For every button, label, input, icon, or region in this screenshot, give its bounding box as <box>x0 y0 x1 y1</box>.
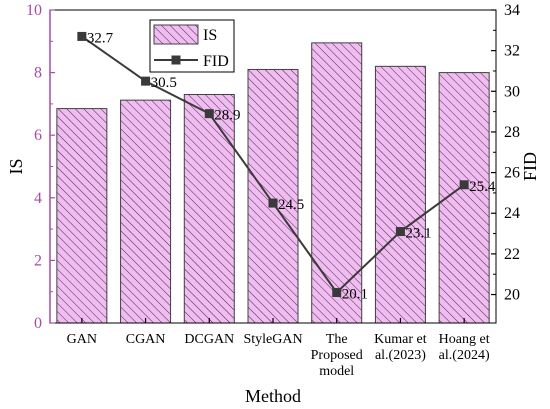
right-tick-label: 32 <box>504 43 520 60</box>
is-bars <box>56 42 490 324</box>
is-bar <box>120 99 172 324</box>
x-tick-label: Kumar et al.(2023) <box>374 332 427 363</box>
fid-data-label: 25.4 <box>469 179 496 195</box>
left-tick-label: 8 <box>34 65 42 82</box>
fid-data-label: 30.5 <box>151 75 177 91</box>
fid-marker <box>204 109 214 119</box>
left-tick-label: 6 <box>34 127 42 144</box>
x-tick-label: CGAN <box>126 332 166 347</box>
fid-marker <box>268 198 278 208</box>
right-tick-label: 24 <box>504 205 520 222</box>
fid-marker <box>459 180 469 190</box>
legend-fid-label: FID <box>203 53 229 70</box>
left-tick-label: 10 <box>26 2 42 19</box>
fid-data-label: 23.1 <box>405 226 431 242</box>
fid-data-label: 32.7 <box>87 30 114 46</box>
right-tick-label: 28 <box>504 124 520 141</box>
left-tick-label: 0 <box>34 315 42 332</box>
left-tick-label: 4 <box>34 190 42 207</box>
legend-is-label: IS <box>203 27 217 44</box>
x-axis-title: Method <box>245 386 301 406</box>
right-axis-title: FID <box>520 152 540 181</box>
legend: IS FID <box>149 19 235 73</box>
left-axis-title: IS <box>6 158 26 174</box>
x-tick-label: Hoang et al.(2024) <box>439 332 490 363</box>
right-tick-label: 22 <box>504 246 520 263</box>
x-tick-label: GAN <box>67 332 97 347</box>
fid-data-label: 20.1 <box>342 287 368 303</box>
legend-is-swatch <box>153 24 199 45</box>
left-tick-label: 2 <box>34 252 42 269</box>
is-bar <box>311 42 363 324</box>
is-bar <box>374 65 426 324</box>
right-tick-label: 34 <box>504 2 520 19</box>
x-tick-label: StyleGAN <box>243 332 302 347</box>
right-tick-label: 20 <box>504 287 520 304</box>
fid-data-label: 28.9 <box>214 108 240 124</box>
fid-data-label: 24.5 <box>278 197 304 213</box>
right-tick-label: 30 <box>504 83 520 100</box>
x-tick-label: The Proposed model <box>311 332 363 379</box>
x-tick-label: DCGAN <box>184 332 234 347</box>
right-tick-label: 26 <box>504 165 520 182</box>
is-bar <box>56 108 108 324</box>
fid-marker <box>141 76 151 86</box>
fid-line-series: 32.7 30.5 28.9 24.5 20.1 23.1 25.4 <box>77 30 496 303</box>
fid-marker <box>77 31 87 41</box>
fid-marker <box>395 227 405 237</box>
fid-marker <box>332 288 342 298</box>
is-bar <box>247 68 299 324</box>
legend-fid-marker <box>171 55 181 65</box>
is-bar <box>183 94 235 324</box>
